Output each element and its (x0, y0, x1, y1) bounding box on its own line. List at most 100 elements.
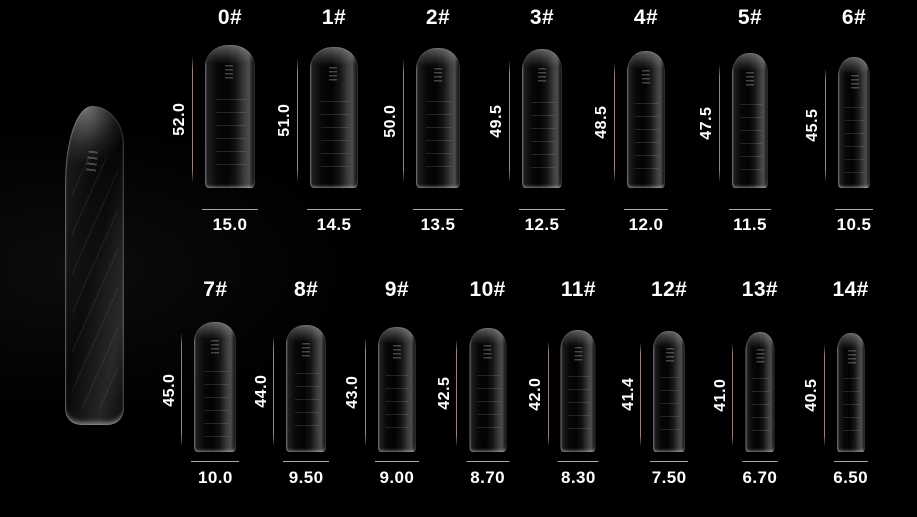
size-column: 1# 51.0 14.5 (276, 0, 386, 240)
ruler-marks (477, 375, 500, 439)
emboss-mark (483, 345, 492, 360)
emboss-mark (756, 348, 765, 363)
size-column: 6# 45.5 10.5 (802, 0, 906, 240)
width-measure-line (191, 461, 240, 462)
length-value-label: 45.5 (804, 108, 822, 143)
length-value-label: 49.5 (488, 104, 506, 139)
size-number-label: 6# (841, 6, 867, 29)
nail-tip-image (416, 48, 460, 188)
width-measure-line (374, 461, 419, 462)
size-column: 4# 48.5 12.0 (593, 0, 698, 240)
size-column: 11# 42.0 8.30 (527, 270, 624, 517)
size-number-label: 4# (633, 6, 659, 29)
ruler-marks (216, 99, 246, 173)
nail-tip-image (745, 332, 775, 452)
size-column: 0# 52.0 15.0 (171, 0, 282, 240)
width-measure-line (466, 461, 510, 462)
size-number-label: 3# (529, 6, 555, 29)
emboss-mark (393, 344, 402, 359)
width-measure-line (650, 461, 689, 462)
width-value-label: 13.5 (420, 215, 456, 234)
size-number-label: 7# (203, 278, 228, 301)
length-value-label: 42.5 (435, 376, 453, 410)
width-measure-line (519, 209, 565, 210)
length-value-label: 50.0 (382, 104, 400, 138)
length-measure-line (823, 345, 825, 446)
size-number-label: 13# (741, 278, 778, 301)
nail-tip-image (469, 328, 507, 452)
size-row-top: 0# 52.0 15.0 1# 51.0 14.5 2# 50.0 13.5 3# 49.5 12.5… (171, 0, 906, 240)
nail-tip-image (836, 333, 865, 452)
ruler-marks (530, 101, 555, 173)
width-value-label: 14.5 (316, 215, 352, 234)
nail-tip-image (838, 57, 870, 188)
length-measure-line (181, 334, 183, 446)
length-value-label: 41.4 (619, 377, 637, 412)
width-value-label: 6.50 (833, 468, 868, 487)
ruler-marks (320, 100, 350, 173)
ruler-marks (739, 104, 762, 174)
width-value-label: 12.5 (524, 215, 560, 234)
size-number-label: 9# (384, 278, 409, 301)
emboss-mark (225, 65, 233, 80)
length-measure-line (297, 59, 298, 182)
nail-tip-image (732, 53, 768, 188)
nail-tip-image (522, 49, 562, 188)
emboss-mark (329, 66, 338, 81)
width-measure-line (729, 209, 771, 210)
size-number-label: 2# (425, 6, 451, 29)
nail-tip-image (653, 331, 686, 452)
width-value-label: 10.5 (836, 215, 872, 234)
size-column: 3# 49.5 12.5 (488, 0, 594, 240)
nail-tip-image (377, 327, 416, 452)
width-measure-line (833, 461, 868, 462)
width-value-label: 7.50 (651, 468, 687, 487)
emboss-mark (847, 349, 856, 364)
length-measure-line (403, 60, 404, 182)
width-value-label: 9.50 (288, 468, 324, 487)
length-value-label: 52.0 (171, 102, 189, 137)
width-value-label: 9.00 (379, 468, 415, 487)
width-value-label: 15.0 (212, 215, 248, 234)
length-value-label: 51.0 (276, 103, 294, 138)
emboss-mark (850, 75, 859, 90)
width-value-label: 12.0 (628, 215, 664, 234)
size-column: 14# 40.5 6.50 (803, 270, 896, 517)
size-column: 5# 47.5 11.5 (698, 0, 802, 240)
length-value-label: 41.0 (711, 378, 729, 412)
length-value-label: 47.5 (698, 106, 716, 141)
emboss-mark (211, 340, 220, 355)
length-value-label: 45.0 (160, 373, 178, 407)
length-value-label: 48.5 (593, 105, 611, 140)
emboss-mark (302, 342, 311, 357)
size-column: 2# 50.0 13.5 (382, 0, 490, 240)
nail-tip-image (205, 45, 255, 188)
size-number-label: 11# (560, 278, 596, 301)
nail-tip-image (310, 47, 358, 188)
emboss-mark (746, 71, 755, 86)
length-value-label: 40.5 (803, 378, 821, 413)
emboss-mark (538, 68, 546, 83)
size-row-bottom: 7# 45.0 10.0 8# 44.0 9.50 9# 43.0 9.00 10# 42.5 8.7… (161, 270, 896, 517)
size-number-label: 1# (321, 6, 347, 29)
ruler-marks (845, 106, 865, 174)
width-measure-line (624, 209, 668, 210)
ruler-marks (568, 376, 590, 439)
length-value-label: 43.0 (344, 375, 362, 410)
emboss-mark (642, 70, 651, 85)
length-measure-line (547, 342, 549, 446)
width-measure-line (835, 209, 873, 210)
width-measure-line (307, 209, 361, 210)
length-measure-line (825, 69, 826, 182)
size-column: 13# 41.0 6.70 (711, 270, 806, 517)
ruler-marks (203, 371, 229, 438)
width-measure-line (283, 461, 330, 462)
emboss-mark (665, 347, 674, 362)
nail-tip-image (286, 325, 327, 452)
length-measure-line (732, 344, 734, 446)
ruler-marks (842, 378, 860, 439)
ruler-marks (660, 376, 680, 439)
length-measure-line (456, 340, 458, 446)
size-column: 7# 45.0 10.0 (161, 270, 261, 517)
